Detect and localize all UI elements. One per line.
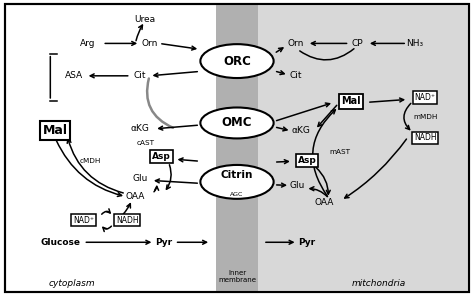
Ellipse shape: [201, 44, 273, 78]
Text: Glu: Glu: [290, 181, 305, 190]
Text: Mal: Mal: [43, 124, 67, 137]
Text: Mal: Mal: [342, 96, 361, 107]
Text: ASA: ASA: [65, 71, 83, 80]
Text: OAA: OAA: [315, 198, 334, 207]
Text: NAD⁺: NAD⁺: [73, 216, 94, 225]
Text: Orn: Orn: [141, 39, 158, 48]
Text: Citrin: Citrin: [221, 170, 253, 179]
Bar: [216, 4, 258, 292]
Text: ORC: ORC: [223, 54, 251, 67]
Text: Cit: Cit: [134, 71, 146, 80]
Text: Asp: Asp: [298, 156, 316, 165]
Text: αKG: αKG: [292, 126, 310, 135]
Text: NH₃: NH₃: [406, 39, 423, 48]
Text: Orn: Orn: [288, 39, 304, 48]
Text: cMDH: cMDH: [80, 158, 101, 164]
Ellipse shape: [201, 165, 273, 199]
Text: NADH: NADH: [116, 216, 139, 225]
Text: Arg: Arg: [81, 39, 96, 48]
Text: CP: CP: [352, 39, 364, 48]
Text: Inner
membrane: Inner membrane: [218, 270, 256, 283]
Text: cytoplasm: cytoplasm: [48, 279, 95, 288]
Text: Pyr: Pyr: [155, 238, 173, 247]
Text: NAD⁺: NAD⁺: [415, 93, 436, 102]
Text: αKG: αKG: [131, 124, 150, 133]
Bar: [258, 4, 469, 292]
Text: mMDH: mMDH: [413, 114, 438, 120]
Text: mAST: mAST: [329, 149, 351, 155]
Text: Pyr: Pyr: [299, 238, 316, 247]
Text: Glucose: Glucose: [41, 238, 81, 247]
Text: Cit: Cit: [290, 71, 302, 80]
Text: Glu: Glu: [132, 174, 148, 184]
Text: AGC: AGC: [230, 192, 244, 197]
Text: mitchondria: mitchondria: [352, 279, 406, 288]
Text: cAST: cAST: [137, 140, 155, 146]
Text: OAA: OAA: [126, 192, 145, 201]
Text: Urea: Urea: [134, 15, 155, 24]
Text: NADH: NADH: [414, 133, 437, 142]
Ellipse shape: [201, 107, 273, 139]
Text: OMC: OMC: [222, 116, 252, 129]
Text: Asp: Asp: [152, 152, 171, 161]
